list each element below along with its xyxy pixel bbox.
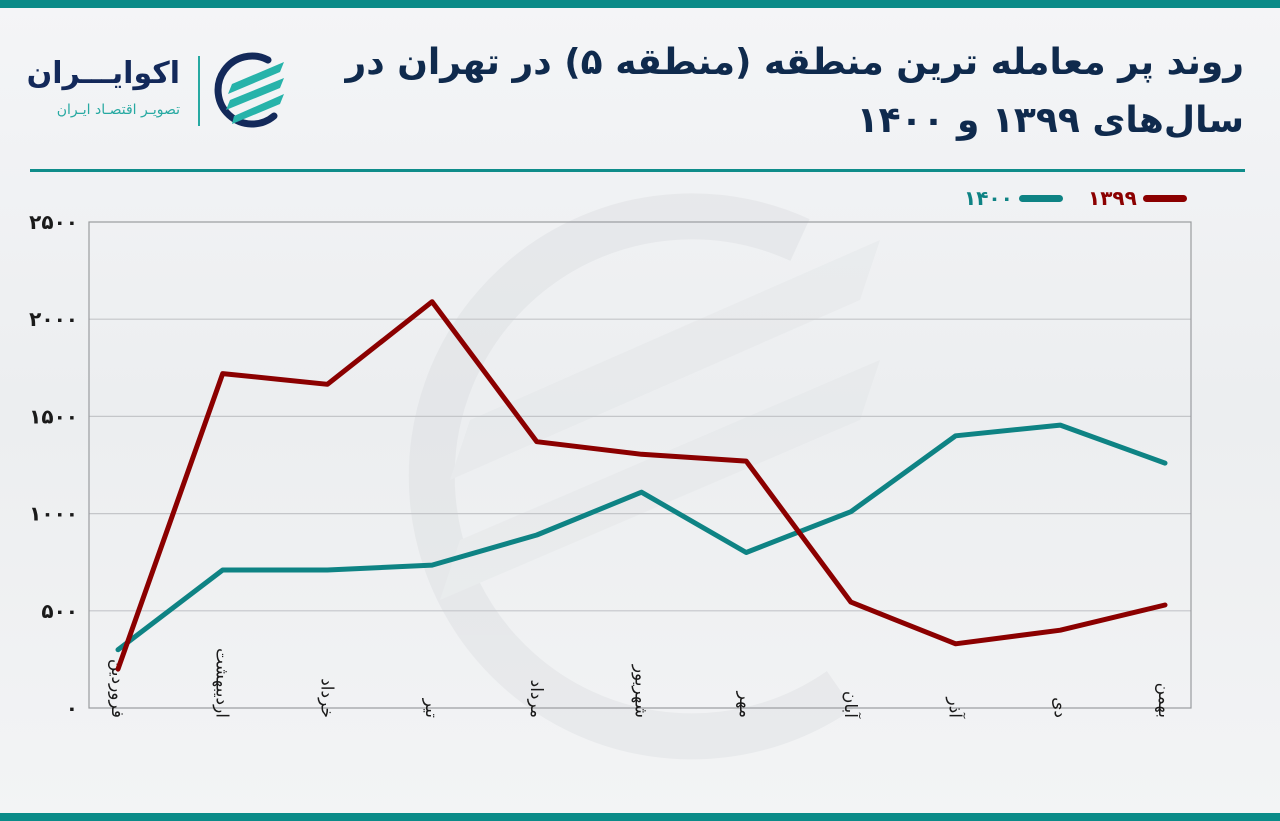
x-tick-label: تیر [421, 698, 441, 719]
chart-legend: ۱۴۰۰ ۱۳۹۹ [960, 186, 1200, 210]
watermark-logo-icon [408, 193, 880, 760]
y-tick-label: ۲۵۰۰ [29, 210, 78, 234]
brand-logo: اکوایـــران تصویـر اقتصـاد ایـران [26, 50, 290, 130]
title-line-1: روند پر معامله ترین منطقه (منطقه ۵) در ت… [345, 42, 1244, 83]
data-series [115, 299, 1168, 672]
y-tick-label: ۱۰۰۰ [29, 502, 78, 526]
x-tick-label: اردیبهشت [212, 648, 232, 718]
x-tick-label: مهر [735, 691, 755, 718]
legend-label-1399: ۱۳۹۹ [1088, 186, 1137, 210]
y-tick-label: ۲۰۰۰ [29, 307, 78, 331]
legend-item-1400: ۱۴۰۰ [964, 186, 1063, 210]
legend-label-1400: ۱۴۰۰ [964, 186, 1013, 210]
y-tick-label: ۵۰۰ [41, 599, 78, 623]
logo-separator [198, 56, 200, 126]
bottom-accent-bar [0, 813, 1280, 821]
y-axis: ۰ ۵۰۰ ۱۰۰۰ ۱۵۰۰ ۲۰۰۰ ۲۵۰۰ [29, 210, 78, 720]
logo-name: اکوایـــران [26, 56, 180, 91]
x-tick-label: مرداد [526, 680, 546, 718]
series-line [115, 299, 1168, 672]
legend-item-1399: ۱۳۹۹ [1088, 186, 1187, 210]
x-tick-label: شهریور [631, 664, 651, 718]
x-tick-label: آذر [945, 696, 967, 719]
ecoiran-logo-icon [214, 52, 284, 128]
x-tick-label: فروردین [107, 659, 127, 718]
y-tick-label: ۰ [66, 696, 78, 720]
grid-lines [89, 318, 1191, 612]
x-tick-label: بهمن [1154, 683, 1174, 718]
x-tick-label: آبان [840, 691, 862, 719]
plot-frame [88, 221, 1192, 709]
title-line-2: سال‌های ۱۳۹۹ و ۱۴۰۰ [856, 100, 1244, 141]
series-line [115, 422, 1168, 653]
top-accent-bar [0, 0, 1280, 8]
x-axis: فروردین اردیبهشت خرداد تیر مرداد شهریور مهر آبا… [107, 648, 1174, 719]
chart-title: روند پر معامله ترین منطقه (منطقه ۵) در ت… [344, 34, 1244, 150]
legend-swatch-1399 [1142, 194, 1187, 202]
logo-tagline: تصویـر اقتصـاد ایـران [56, 102, 180, 118]
y-tick-label: ۱۵۰۰ [29, 404, 78, 428]
title-divider [30, 169, 1245, 172]
x-tick-label: دی [1049, 697, 1069, 718]
x-tick-label: خرداد [316, 678, 336, 718]
legend-swatch-1400 [1018, 194, 1063, 202]
